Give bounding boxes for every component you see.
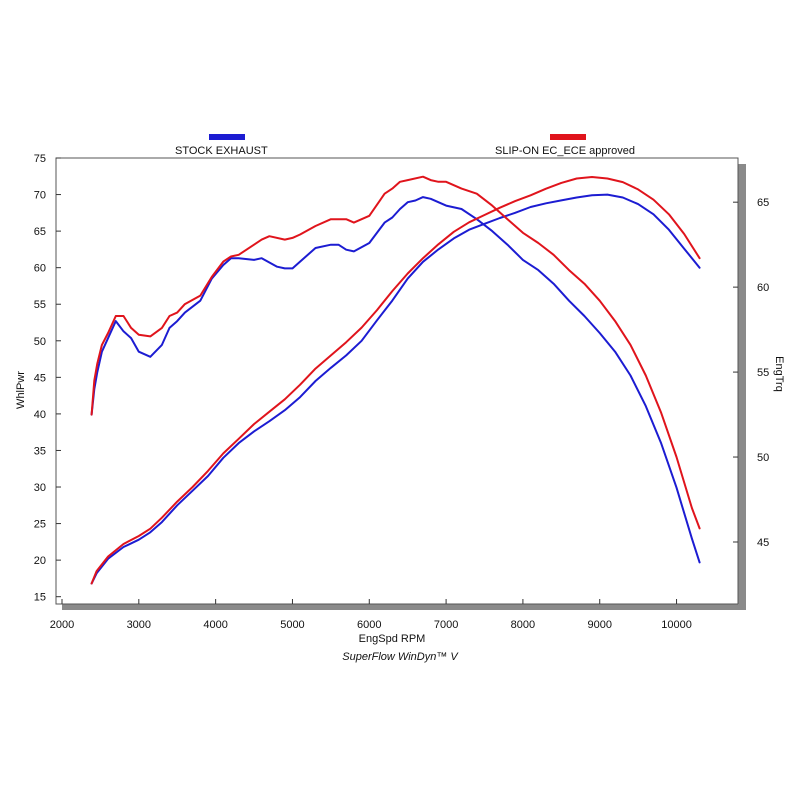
series-group: [90, 175, 701, 585]
left-tick-label: 20: [34, 555, 46, 567]
x-axis-title: EngSpd RPM: [359, 633, 426, 645]
right-tick-label: 60: [757, 282, 769, 294]
left-tick-label: 30: [34, 482, 46, 494]
right-tick-label: 45: [757, 537, 769, 549]
right-tick-label: 65: [757, 197, 769, 209]
x-tick-label: 3000: [127, 619, 151, 631]
x-tick-label: 6000: [357, 619, 381, 631]
x-tick-label: 10000: [661, 619, 692, 631]
left-tick-label: 65: [34, 226, 46, 238]
right-tick-label: 55: [757, 367, 769, 379]
left-tick-label: 40: [34, 409, 46, 421]
left-tick-label: 70: [34, 190, 46, 202]
x-tick-label: 4000: [203, 619, 227, 631]
x-tick-label: 9000: [587, 619, 611, 631]
series-line-slipon-power: [90, 176, 701, 585]
left-tick-label: 50: [34, 336, 46, 348]
series-line-slipon-torque: [90, 175, 701, 530]
x-tick-label: 7000: [434, 619, 458, 631]
legend-label-slipon: SLIP-ON EC_ECE approved: [495, 145, 635, 157]
x-tick-label: 5000: [280, 619, 304, 631]
legend: STOCK EXHAUST SLIP-ON EC_ECE approved: [175, 134, 635, 157]
left-tick-label: 55: [34, 299, 46, 311]
legend-swatch-stock: [209, 134, 245, 140]
x-tick-label: 8000: [511, 619, 535, 631]
left-tick-label: 60: [34, 263, 46, 275]
left-axis-title: WhlPwr: [15, 371, 27, 409]
plot-frame: [55, 157, 739, 605]
right-axis-title: EngTrq: [773, 356, 785, 392]
footer-credit: SuperFlow WinDyn™ V: [342, 651, 459, 663]
series-line-stock-power: [90, 193, 701, 585]
right-tick-label: 50: [757, 452, 769, 464]
x-tick-label: 2000: [50, 619, 74, 631]
left-tick-label: 75: [34, 153, 46, 165]
left-tick-label: 25: [34, 519, 46, 531]
legend-swatch-slipon: [550, 134, 586, 140]
axes: 2000 3000 4000 5000 6000 7000 8000 9000 10000 75 7…: [34, 153, 770, 631]
legend-label-stock: STOCK EXHAUST: [175, 145, 268, 157]
left-tick-label: 35: [34, 445, 46, 457]
right-axis-bar: [738, 164, 746, 610]
left-tick-label: 45: [34, 372, 46, 384]
left-tick-label: 15: [34, 592, 46, 604]
series-line-stock-torque: [90, 196, 701, 564]
